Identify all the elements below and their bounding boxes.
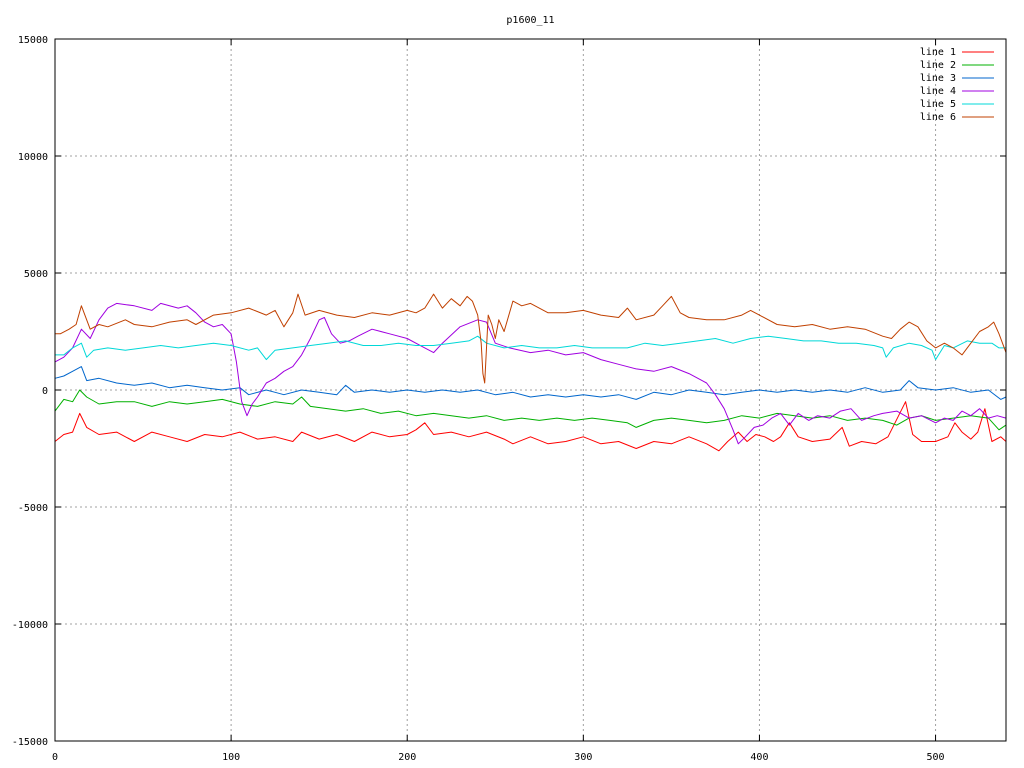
x-tick-label: 300 [574,752,592,763]
x-tick-label: 500 [927,752,945,763]
series-line-2 [54,389,1007,431]
y-tick-label: 5000 [24,269,48,280]
legend-label: line 3 [920,73,956,84]
x-tick-label: 400 [750,752,768,763]
series-line-6 [55,293,1007,384]
legend-label: line 4 [920,86,956,97]
axis-ticks: -15000 -10000 -5000 0 5000 10000 15000 0 100 200 3… [12,35,1006,763]
legend-label: line 6 [920,112,956,123]
series-line-4 [54,302,1007,445]
legend-label: line 1 [920,47,956,58]
x-tick-label: 0 [52,752,58,763]
y-tick-label: -5000 [18,503,48,514]
legend-label: line 2 [920,60,956,71]
y-tick-label: -10000 [12,620,48,631]
y-tick-label: 15000 [18,35,48,46]
y-tick-label: 0 [42,386,48,397]
series-line-5 [55,335,1006,361]
y-tick-label: -15000 [12,737,48,748]
series-line-1 [54,401,1007,452]
series-line-3 [54,366,1007,400]
grid-lines [55,39,1006,741]
y-tick-label: 10000 [18,152,48,163]
chart-title: p1600_11 [506,15,554,26]
x-tick-label: 200 [398,752,416,763]
x-tick-label: 100 [222,752,240,763]
legend-label: line 5 [920,99,956,110]
series-lines [54,293,1007,452]
legend: line 1 line 2 line 3 line 4 line 5 line 6 [920,47,994,123]
